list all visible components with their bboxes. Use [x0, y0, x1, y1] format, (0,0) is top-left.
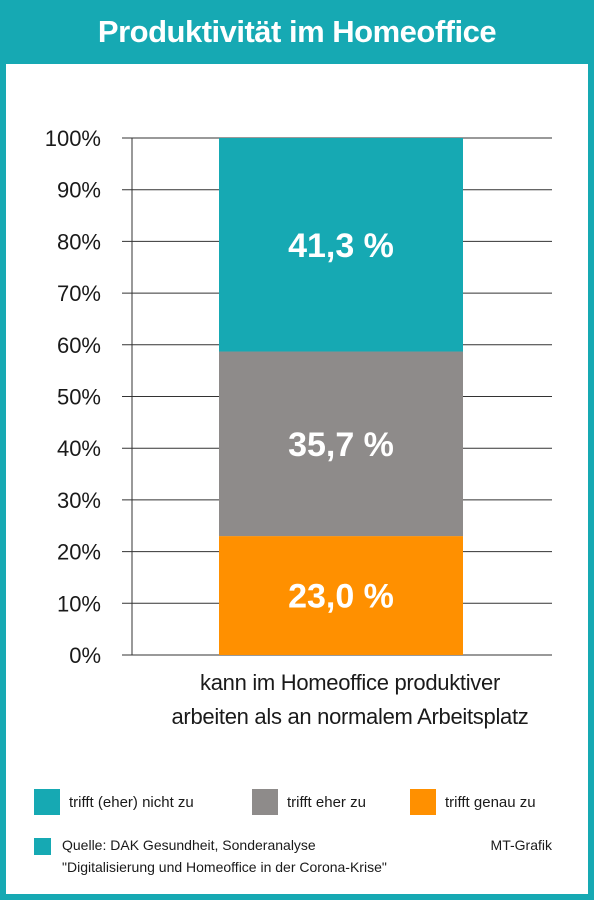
- y-tick-label: 0%: [69, 643, 101, 668]
- legend-swatch-eher-zu: [252, 789, 278, 815]
- title-bar: Produktivität im Homeoffice: [0, 0, 594, 64]
- legend-item-nicht-zu: trifft (eher) nicht zu: [34, 789, 194, 815]
- y-axis-ticks: 0% 10% 20% 30% 40% 50% 60% 70% 80% 90% 100%: [45, 126, 101, 668]
- data-label: 41,3 %: [288, 227, 394, 265]
- data-label: 35,7 %: [288, 426, 394, 464]
- y-tick-label: 100%: [45, 126, 101, 151]
- legend-label-genau-zu: trifft genau zu: [445, 793, 536, 811]
- y-tick-label: 40%: [57, 436, 101, 461]
- y-tick-label: 80%: [57, 229, 101, 254]
- y-tick-label: 10%: [57, 591, 101, 616]
- y-tick-label: 70%: [57, 281, 101, 306]
- y-tick-label: 30%: [57, 488, 101, 513]
- source-line-2: "Digitalisierung und Homeoffice in der C…: [62, 859, 387, 875]
- bar-segment: [219, 351, 463, 537]
- legend-item-eher-zu: trifft eher zu: [252, 789, 366, 815]
- bar-segment: [219, 138, 463, 352]
- legend-label-nicht-zu: trifft (eher) nicht zu: [69, 793, 194, 811]
- stacked-bar: 23,0 % 35,7 % 41,3 %: [219, 138, 463, 655]
- source-line-1: Quelle: DAK Gesundheit, Sonderanalyse: [62, 837, 316, 853]
- y-tick-label: 50%: [57, 385, 101, 410]
- y-tick-label: 60%: [57, 333, 101, 358]
- x-category-line-1: kann im Homeoffice produktiver: [200, 670, 500, 695]
- y-tick-label: 90%: [57, 178, 101, 203]
- legend-swatch-genau-zu: [410, 789, 436, 815]
- source-note: Quelle: DAK Gesundheit, Sonderanalyse "D…: [62, 834, 387, 878]
- legend-label-eher-zu: trifft eher zu: [287, 793, 366, 811]
- legend-item-genau-zu: trifft genau zu: [410, 789, 536, 815]
- source-marker: [34, 838, 51, 855]
- data-label: 23,0 %: [288, 578, 394, 616]
- x-category-label: kann im Homeoffice produktiver arbeiten …: [120, 666, 580, 734]
- chart-title: Produktivität im Homeoffice: [97, 14, 497, 49]
- legend-swatch-nicht-zu: [34, 789, 60, 815]
- bar-segment: [219, 536, 463, 655]
- x-category-line-2: arbeiten als an normalem Arbeitsplatz: [171, 704, 529, 729]
- y-tick-label: 20%: [57, 540, 101, 565]
- graphic-credit: MT-Grafik: [490, 837, 552, 853]
